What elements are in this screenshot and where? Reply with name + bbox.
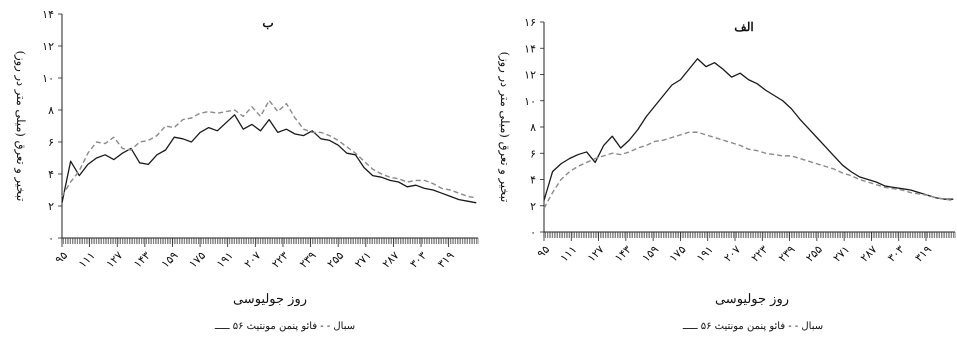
x-tick-label: ۳۰۳	[885, 243, 907, 265]
y-tick-label: ۱۲	[524, 69, 536, 82]
x-tick-label: ۱۱۱	[558, 243, 580, 265]
y-tick-label: ۴	[530, 174, 536, 187]
y-tick-label: ۱۴	[524, 42, 536, 55]
x-tick-label: ۲۵۵	[803, 243, 825, 265]
chart-title: الف	[734, 20, 753, 34]
x-tick-label: ۲۸۷	[380, 249, 402, 271]
y-tick-label: ۶	[48, 136, 54, 149]
y-tick-label: ۸	[48, 104, 54, 117]
series-line-sebal	[61, 99, 477, 199]
x-tick-label: ۲۲۳	[749, 243, 771, 265]
x-tick-label: ۱۹۱	[694, 243, 716, 265]
x-minor-ticks	[543, 232, 956, 238]
x-tick-label: ۱۵۹	[640, 243, 662, 265]
y-axis-title: تبخیر و تعرق (میلی متر در روز)	[14, 51, 28, 202]
x-axis-title: روز جولیوسی	[233, 292, 307, 307]
y-tick-label: ۶	[530, 147, 536, 160]
x-tick-label: ۱۲۷	[104, 249, 126, 271]
x-tick-label: ۳۰۳	[407, 249, 429, 271]
y-tick-label: ۱۰	[524, 95, 536, 108]
x-tick-label: ۱۵۹	[159, 249, 181, 271]
legend-text: سبال - - فائو پنمن مونتیث ۵۶ ـــــ	[214, 321, 355, 332]
y-axis-title: تبخیر و تعرق (میلی متر در روز)	[498, 52, 512, 203]
x-tick-label: ۱۲۷	[585, 243, 607, 265]
x-tick-label: ۳۱۹	[435, 249, 457, 271]
y-tick-label: ۸	[530, 121, 536, 134]
x-tick-label: ۲۳۹	[776, 243, 798, 265]
x-tick-label: ۱۱۱	[76, 249, 98, 271]
series-line-fao56	[543, 58, 954, 201]
x-tick-label: ۲۷۱	[831, 243, 853, 265]
x-tick-label: ۲۵۵	[325, 249, 347, 271]
x-tick-label: ۱۹۱	[214, 249, 236, 271]
y-tick-label: ۱۰	[42, 72, 54, 85]
y-tick-label: ۱۴	[42, 8, 54, 21]
y-tick-label: ۴	[48, 168, 54, 181]
x-tick-label: ۱۷۵	[186, 249, 208, 271]
x-tick-label: ۳۱۹	[912, 243, 934, 265]
legend-text: سبال - - فائو پنمن مونتیث ۵۶ ـــــ	[682, 321, 823, 332]
x-tick-label: ۱۴۳	[131, 249, 153, 271]
chart-title: ب	[262, 16, 273, 30]
x-tick-label: ۱۷۵	[667, 243, 689, 265]
series-line-sebal	[543, 131, 954, 209]
x-tick-label: ۲۸۷	[858, 243, 880, 265]
x-minor-ticks	[61, 238, 479, 244]
x-axis-title: روز جولیوسی	[715, 292, 789, 307]
x-tick-label: ۲۷۱	[352, 249, 374, 271]
x-tick-label: ۹۵	[535, 243, 553, 261]
y-tick-label: ۰	[48, 232, 54, 245]
series-line-fao56	[61, 114, 477, 204]
x-tick-label: ۲۰۷	[242, 249, 264, 271]
y-tick-label: ۲	[530, 200, 536, 213]
y-tick-label: ۱۲	[42, 40, 54, 53]
x-tick-label: ۹۵	[53, 249, 71, 267]
y-tick-label: ۲	[48, 200, 54, 213]
chart-panel-b: ۰ ۲ ۴ ۶ ۸ ۱۰ ۱۲ ۱۴ ۹۵ ۱۱۱ ۱۲۷ ۱۴۳ ۱۵۹ ۱۷۵ ۱۹۱ ۲۰۷ ۲۲۳ ۲۳۹…	[14, 8, 479, 332]
x-tick-label: ۲۰۷	[721, 243, 743, 265]
x-tick-label: ۲۲۳	[269, 249, 291, 271]
x-tick-label: ۲۳۹	[297, 249, 319, 271]
x-tick-label: ۱۴۳	[612, 243, 634, 265]
y-tick-label: ۱۶	[524, 16, 536, 29]
y-tick-label: ۰	[530, 226, 536, 239]
